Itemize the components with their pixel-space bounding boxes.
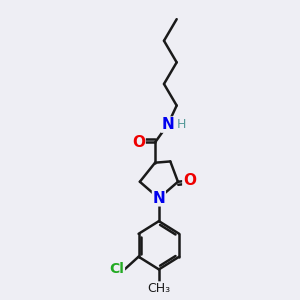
Text: CH₃: CH₃ — [147, 282, 170, 295]
Text: Cl: Cl — [110, 262, 124, 276]
Text: N: N — [152, 191, 165, 206]
Text: H: H — [177, 118, 186, 131]
Text: O: O — [183, 173, 196, 188]
Text: O: O — [132, 135, 145, 150]
Text: N: N — [161, 117, 174, 132]
